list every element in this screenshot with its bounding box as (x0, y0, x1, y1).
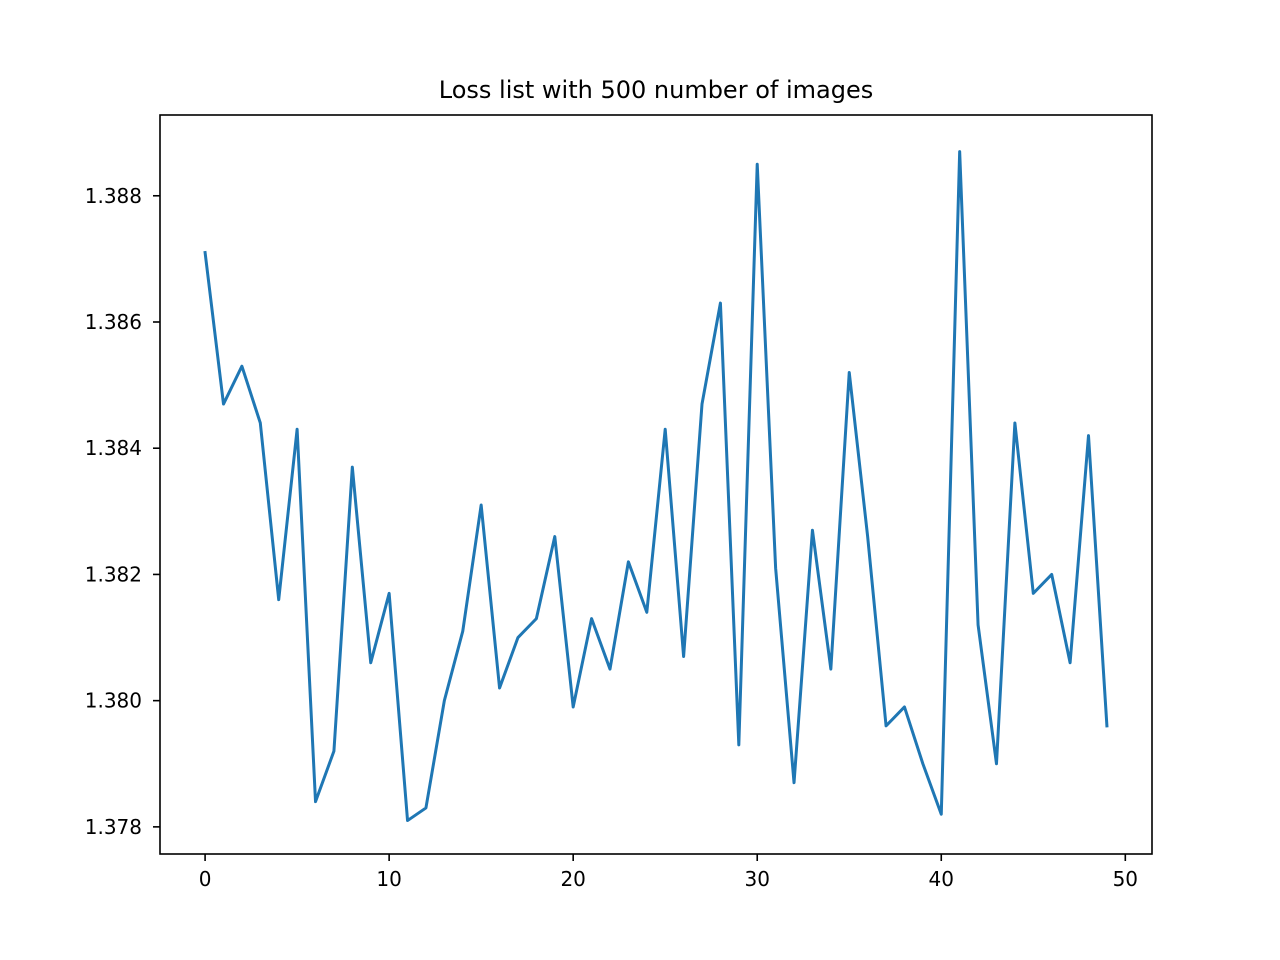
y-tick-label: 1.380 (85, 689, 142, 713)
data-point (720, 303, 721, 304)
data-point (223, 404, 224, 405)
data-point (1051, 574, 1052, 575)
y-tick-label: 1.386 (85, 310, 142, 334)
data-point (389, 593, 390, 594)
data-point (922, 763, 923, 764)
data-point (1106, 725, 1107, 726)
data-point (996, 763, 997, 764)
data-point (352, 467, 353, 468)
data-point (205, 252, 206, 253)
data-point (1014, 422, 1015, 423)
data-point (462, 631, 463, 632)
x-tick-label: 40 (929, 867, 954, 891)
data-point (536, 618, 537, 619)
data-point (665, 429, 666, 430)
data-point (554, 536, 555, 537)
data-point (444, 700, 445, 701)
data-point (609, 669, 610, 670)
data-point (628, 561, 629, 562)
data-point (591, 618, 592, 619)
data-point (573, 706, 574, 707)
x-tick-label: 0 (199, 867, 212, 891)
data-point (297, 429, 298, 430)
y-axis: 1.378 1.380 1.382 1.384 1.386 1.388 (85, 184, 160, 839)
data-point (757, 164, 758, 165)
data-point (646, 612, 647, 613)
x-tick-label: 30 (744, 867, 769, 891)
data-point (830, 669, 831, 670)
data-point (425, 807, 426, 808)
data-point (904, 706, 905, 707)
data-point (867, 536, 868, 537)
data-point (407, 820, 408, 821)
series-line-0 (203, 150, 1109, 823)
data-point (886, 725, 887, 726)
x-tick-label: 50 (1113, 867, 1138, 891)
data-point (978, 624, 979, 625)
data-point (794, 782, 795, 783)
data-point (849, 372, 850, 373)
data-point (1070, 662, 1071, 663)
data-point (1033, 593, 1034, 594)
plot-area-frame (159, 114, 1153, 855)
data-point (370, 662, 371, 663)
data-point (812, 530, 813, 531)
data-point (333, 751, 334, 752)
data-point (959, 151, 960, 152)
data-point (941, 814, 942, 815)
data-point (517, 637, 518, 638)
data-point (702, 404, 703, 405)
data-point (738, 744, 739, 745)
y-tick-label: 1.378 (85, 815, 142, 839)
data-point (683, 656, 684, 657)
y-tick-label: 1.384 (85, 436, 142, 460)
data-point (315, 801, 316, 802)
data-point (775, 568, 776, 569)
y-tick-label: 1.388 (85, 184, 142, 208)
x-axis: 0 10 20 30 40 50 (199, 854, 1138, 891)
chart-title: Loss list with 500 number of images (439, 76, 873, 104)
x-tick-label: 20 (560, 867, 585, 891)
data-point (260, 422, 261, 423)
data-point (481, 505, 482, 506)
x-tick-label: 10 (376, 867, 401, 891)
data-point (1088, 435, 1089, 436)
data-point (278, 599, 279, 600)
series-layer (203, 150, 1109, 823)
data-point (499, 688, 500, 689)
y-tick-label: 1.382 (85, 562, 142, 586)
data-point (241, 366, 242, 367)
